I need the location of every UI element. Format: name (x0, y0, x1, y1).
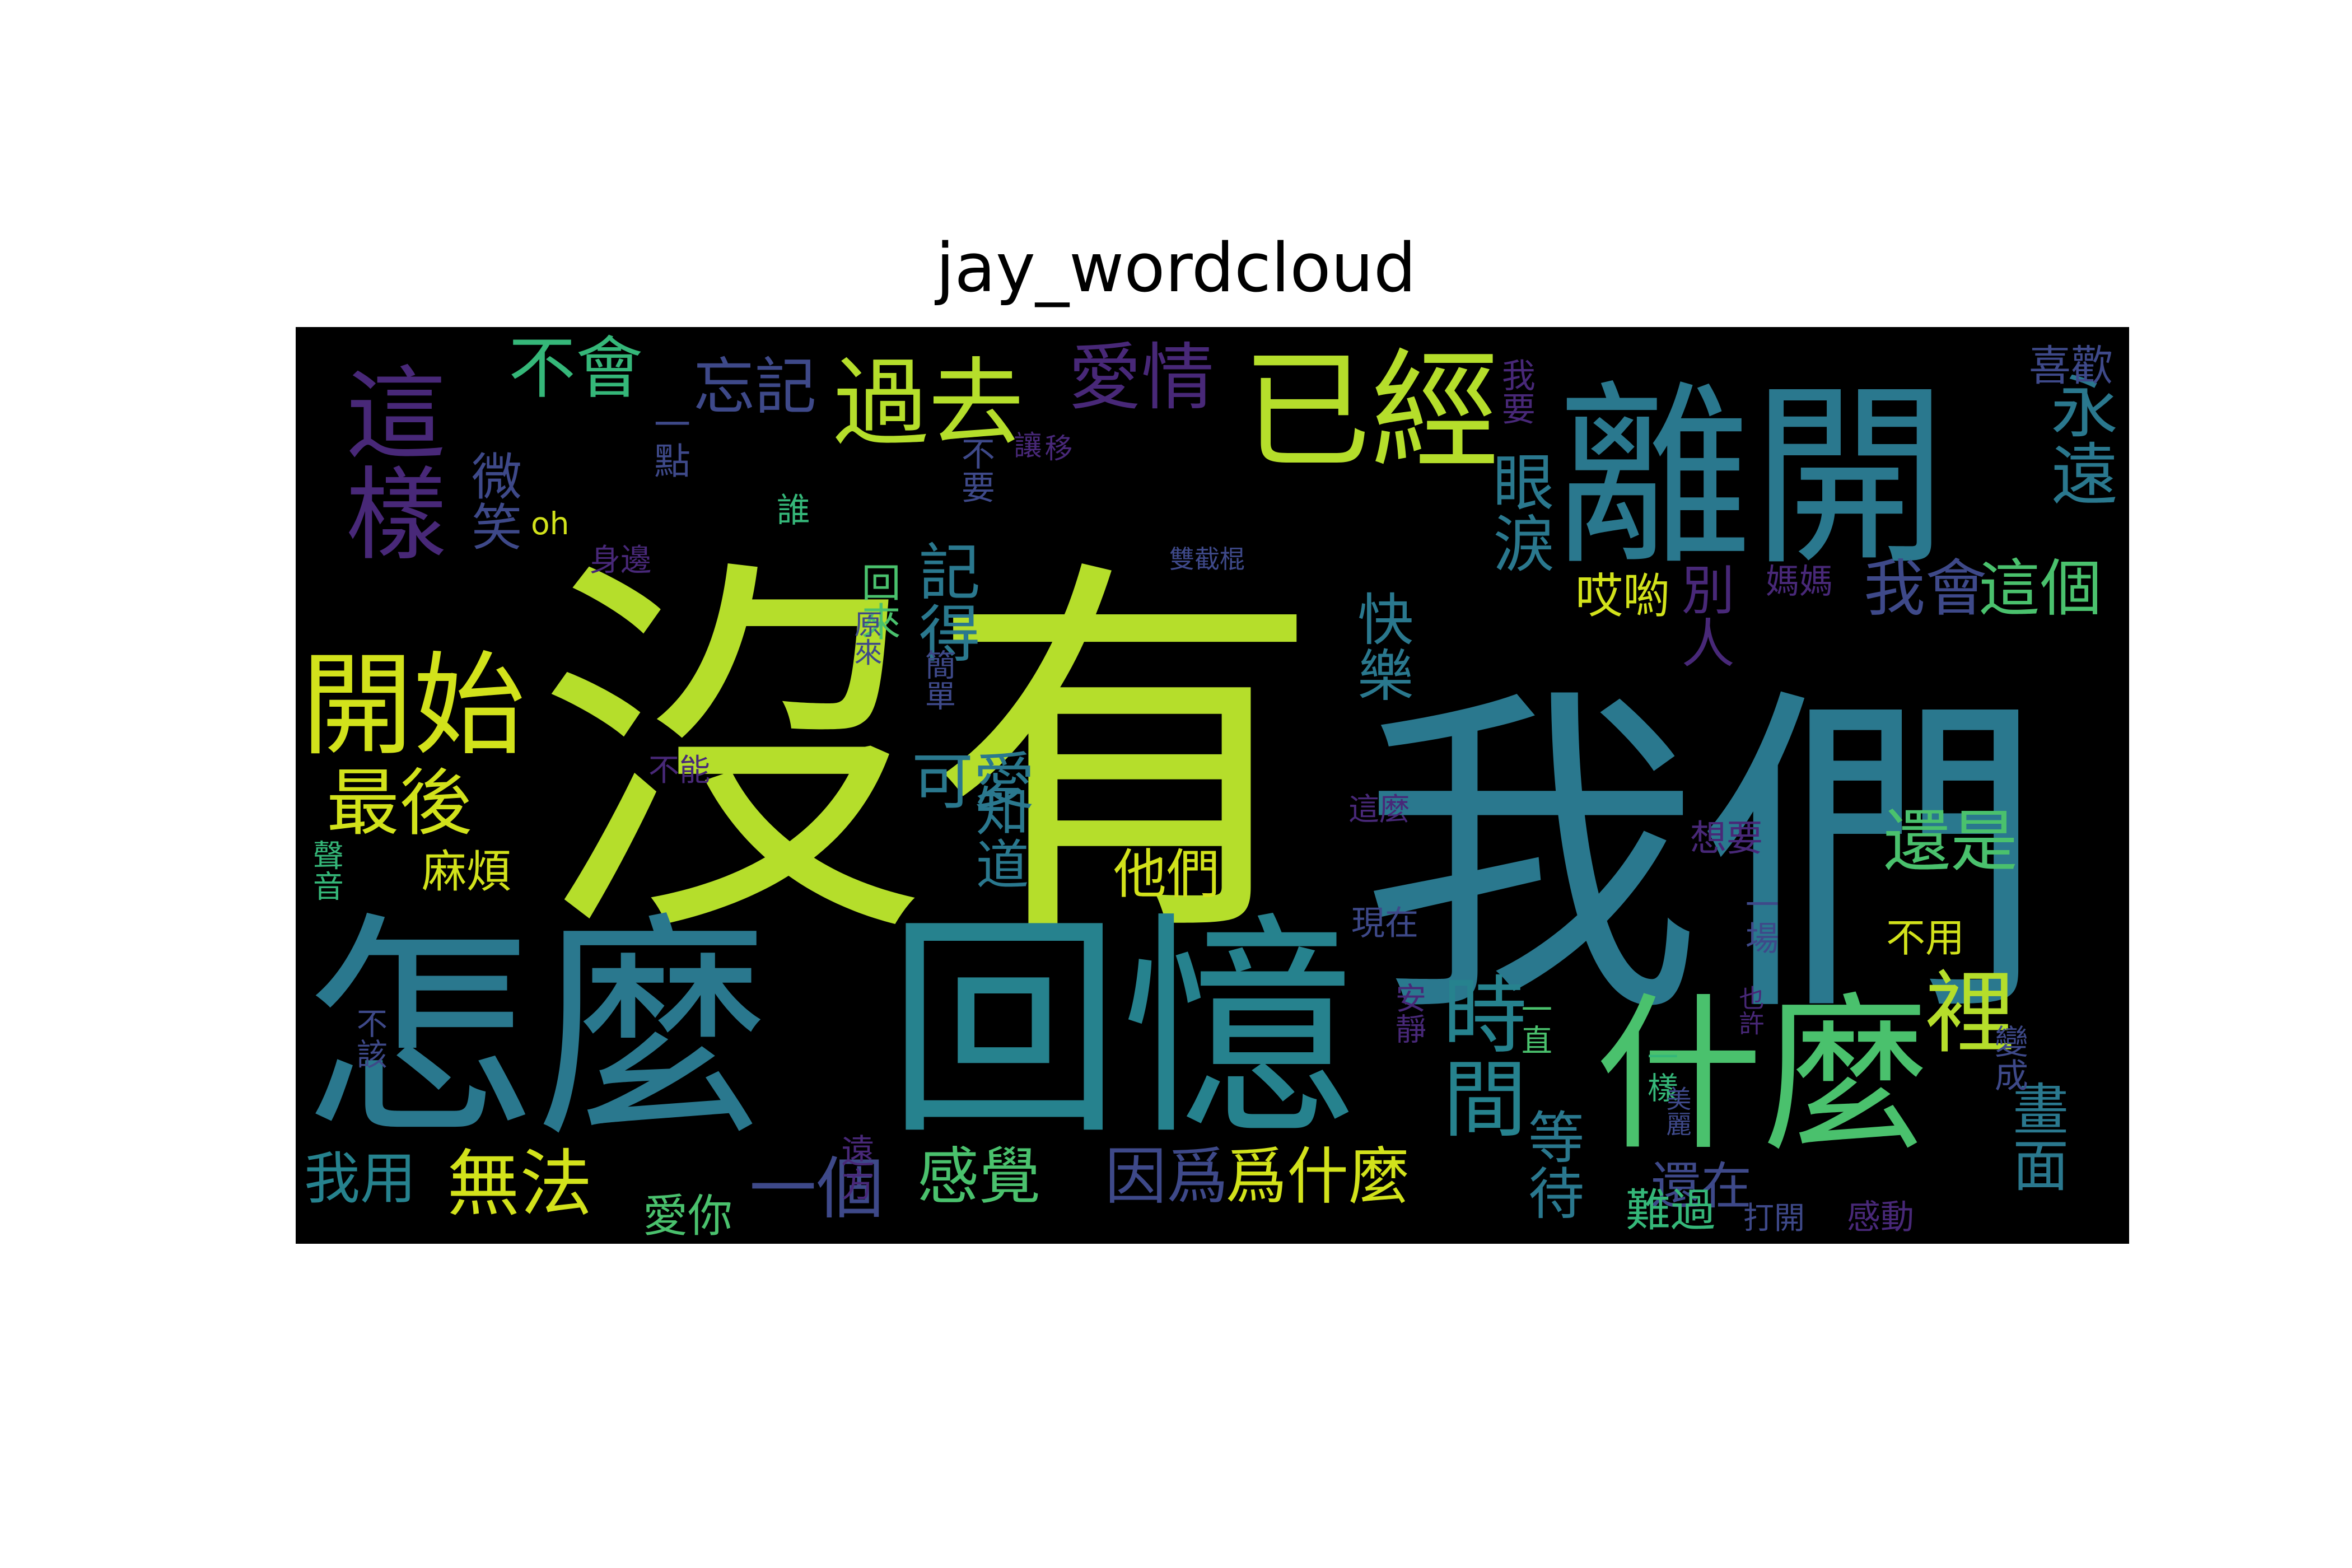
wordcloud-word: 畫面 (2003, 1080, 2069, 1192)
figure-title: jay_wordcloud (936, 230, 1416, 307)
wordcloud-word: 不能 (648, 752, 710, 788)
wordcloud-word: 忘記 (693, 351, 816, 423)
wordcloud-word: 我要 (1496, 358, 1535, 425)
wordcloud-word: 別人 (1673, 562, 1734, 669)
wordcloud-word: 時間 (1429, 971, 1526, 1139)
wordcloud-word: 一個 (749, 1150, 884, 1228)
wordcloud-word: 不要 (955, 436, 995, 503)
wordcloud-word: 記得 (908, 540, 980, 663)
wordcloud-word: 眼淚 (1482, 450, 1554, 573)
wordcloud-word: 愛情 (1068, 335, 1214, 420)
wordcloud-word: 身邊 (590, 542, 651, 578)
wordcloud-word: 感覺 (917, 1141, 1040, 1212)
wordcloud-word: 聲音 (307, 839, 343, 901)
wordcloud-word: 一樣 (1642, 1041, 1678, 1103)
wordcloud-word: 變成 (1989, 1024, 2028, 1091)
wordcloud-word: 等待 (1519, 1108, 1584, 1220)
wordcloud-word: 感動 (1847, 1198, 1914, 1237)
wordcloud-word: 誰 (771, 492, 810, 526)
wordcloud-word: 移 (1040, 433, 1073, 461)
wordcloud-word: 回憶 (886, 893, 1357, 1167)
wordcloud-word: 愛你 (643, 1190, 732, 1242)
wordcloud-word: 一直 (1516, 993, 1552, 1055)
wordcloud-word: 喜歡 (2029, 341, 2113, 390)
wordcloud-word: 遠方 (835, 1133, 874, 1201)
wordcloud-word: oh (531, 506, 570, 542)
wordcloud-word: 回來 (855, 562, 901, 641)
wordcloud-word: 這麼 (1348, 791, 1410, 827)
wordcloud-canvas: 沒有 我們怎麼 回憶 離開什麼 已經 過去開始 這樣時間 裡 愛情 不會 忘記眼淚 永遠最後 我會 這個還… (296, 327, 2129, 1244)
wordcloud-word: 還在 (1651, 1157, 1752, 1216)
wordcloud-word: 簡單 (920, 649, 955, 711)
wordcloud-word: 想要 (1690, 818, 1763, 860)
wordcloud-word: 離開 (1556, 363, 1948, 592)
wordcloud-word: 永遠 (2039, 372, 2117, 506)
wordcloud-word: 爲什麼 (1225, 1141, 1410, 1212)
wordcloud-word: 這個 (1978, 553, 2102, 624)
wordcloud-word: 原來 (850, 610, 883, 666)
wordcloud-word: 最後 (326, 760, 472, 846)
wordcloud-word: 不會 (508, 330, 643, 408)
wordcloud-word: 不用 (1886, 915, 1964, 961)
wordcloud-word: 打開 (1743, 1200, 1805, 1236)
wordcloud-word: 一場 (1739, 887, 1779, 954)
wordcloud-word: 可愛 (912, 746, 1035, 818)
wordcloud-word: 我會 (1864, 553, 1987, 624)
wordcloud-word: 怎麼 (301, 893, 772, 1167)
wordcloud-word: 還是 (1883, 803, 2018, 881)
wordcloud-word: 他們 (1113, 844, 1220, 906)
wordcloud-word: 雙截棍 (1169, 544, 1245, 574)
wordcloud-word: 難過 (1626, 1184, 1715, 1236)
wordcloud-word: 不該 (351, 1007, 387, 1069)
wordcloud-word: 我們 (1360, 660, 2043, 1057)
wordcloud-word: 也許 (1735, 985, 1765, 1035)
wordcloud-word: 安靜 (1390, 982, 1426, 1044)
wordcloud-word: 美麗 (1662, 1086, 1692, 1136)
wordcloud-word: 什麼 (1595, 978, 1931, 1173)
wordcloud-word: 讓 (1010, 431, 1042, 459)
wordcloud-word: 開始 (301, 641, 525, 771)
wordcloud-word: 這樣 (328, 361, 445, 562)
wordcloud-word: 沒有 (536, 529, 1320, 986)
wordcloud-word: 知道 (967, 783, 1029, 890)
wordcloud-word: 麻煩 (422, 846, 511, 898)
wordcloud-word: 過去 (833, 348, 1024, 459)
wordcloud-word: 微笑 (463, 450, 521, 551)
wordcloud-word: 現在 (1351, 904, 1418, 943)
wordcloud-word: 裡 (1910, 965, 2015, 1055)
wordcloud-word: 因爲 (1105, 1141, 1228, 1212)
wordcloud-word: 媽媽 (1766, 562, 1833, 601)
wordcloud-word: 一點 (647, 405, 689, 478)
wordcloud-word: 已經 (1242, 337, 1500, 487)
wordcloud-word: 快樂 (1348, 590, 1413, 702)
wordcloud-word: 我用 (304, 1146, 416, 1211)
wordcloud-word: 哎喲 (1575, 569, 1670, 624)
wordcloud-word: 無法 (447, 1141, 592, 1226)
